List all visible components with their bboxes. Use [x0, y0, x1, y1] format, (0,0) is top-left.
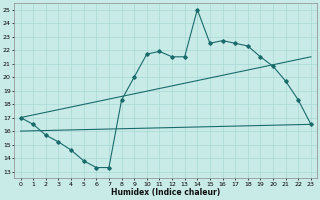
X-axis label: Humidex (Indice chaleur): Humidex (Indice chaleur) — [111, 188, 220, 197]
